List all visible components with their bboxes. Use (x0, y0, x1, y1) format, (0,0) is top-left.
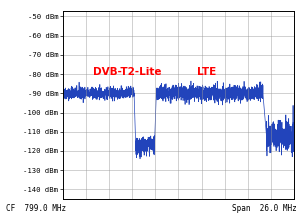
Text: DVB-T2-Lite: DVB-T2-Lite (93, 67, 162, 77)
Text: Span  26.0 MHz: Span 26.0 MHz (232, 204, 297, 213)
Text: CF  799.0 MHz: CF 799.0 MHz (6, 204, 66, 213)
Text: LTE: LTE (196, 67, 216, 77)
